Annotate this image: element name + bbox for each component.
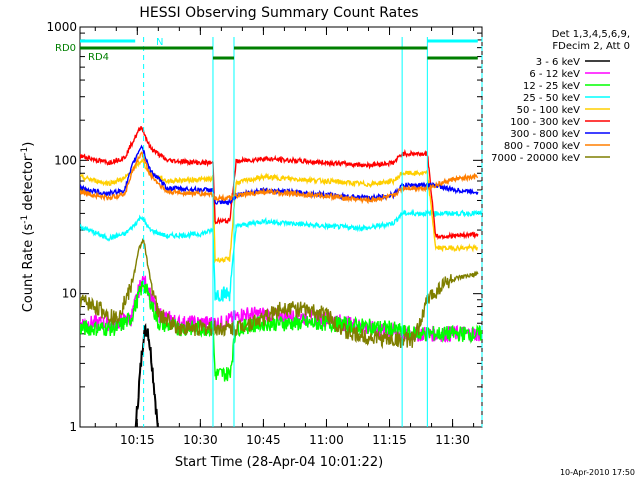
x-tick-label: 11:15 <box>372 433 407 447</box>
y-label-sup2: -1 <box>20 147 30 156</box>
series-line-3 <box>80 208 482 302</box>
y-tick-label: 1 <box>69 420 77 434</box>
legend-header-line2: FDecim 2, Att 0 <box>552 41 630 52</box>
y-label-sup1: -1 <box>20 215 30 224</box>
y-tick-label: 10 <box>62 287 77 301</box>
series-layer <box>80 126 482 427</box>
legend-label: 100 - 300 keV <box>510 117 580 128</box>
flag-bars: RD0 RD4 N <box>55 37 483 427</box>
y-tick-label: 100 <box>54 153 77 167</box>
x-tick-label: 11:00 <box>309 433 344 447</box>
x-tick-label: 10:45 <box>246 433 281 447</box>
series-line-6 <box>80 144 479 206</box>
series-line-7 <box>80 151 479 205</box>
x-tick-label: 10:15 <box>120 433 155 447</box>
y-axis-label: Count Rate (s-1 detector-1) <box>20 142 36 313</box>
y-label-main: Count Rate (s <box>21 224 36 313</box>
x-tick-label: 10:30 <box>183 433 218 447</box>
series-line-0 <box>134 323 159 427</box>
legend-label: 12 - 25 keV <box>523 81 580 92</box>
legend-label: 800 - 7000 keV <box>504 141 580 152</box>
legend-label: 300 - 800 keV <box>510 129 580 140</box>
legend-label: 25 - 50 keV <box>523 93 580 104</box>
legend-label: 3 - 6 keV <box>536 57 580 68</box>
legend-label: 7000 - 20000 keV <box>491 153 580 164</box>
series-line-8 <box>80 238 479 350</box>
flag-label: RD0 <box>55 43 76 54</box>
series-line-4 <box>80 157 478 264</box>
series-line-2 <box>80 280 482 382</box>
y-tick-label: 1000 <box>46 20 77 34</box>
flag-label: N <box>156 37 163 48</box>
series-line-5 <box>80 126 479 240</box>
legend-label: 6 - 12 keV <box>529 69 580 80</box>
chart-title: HESSI Observing Summary Count Rates <box>139 5 418 21</box>
y-label-mid: detector <box>21 155 36 215</box>
axis-ticks: 10:15 10:30 10:45 11:00 11:15 11:30 1 10 100 1000 <box>46 20 482 447</box>
flag-label: RD4 <box>88 52 109 63</box>
legend-label: 50 - 100 keV <box>517 105 581 116</box>
legend-header-line1: Det 1,3,4,5,6,9, <box>552 29 630 40</box>
footer-timestamp: 10-Apr-2010 17:50 <box>560 468 635 477</box>
x-axis-label: Start Time (28-Apr-04 10:01:22) <box>175 455 383 470</box>
x-tick-label: 11:30 <box>435 433 470 447</box>
y-label-end: ) <box>21 142 36 147</box>
